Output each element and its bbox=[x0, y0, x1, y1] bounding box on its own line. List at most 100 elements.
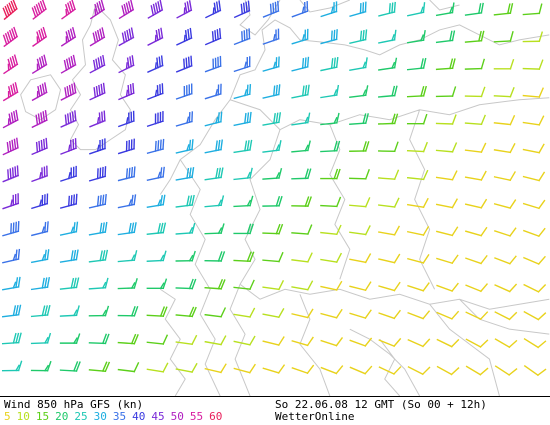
wind-barb bbox=[465, 338, 489, 348]
wind-barb bbox=[88, 361, 111, 373]
wind-barb bbox=[436, 282, 459, 292]
wind-barb bbox=[89, 0, 106, 20]
wind-barb bbox=[59, 361, 81, 372]
wind-barb bbox=[60, 54, 77, 74]
wind-barb bbox=[320, 224, 342, 236]
wind-barb bbox=[493, 227, 517, 237]
wind-barb bbox=[262, 28, 280, 45]
coastline-scandinavia bbox=[299, 0, 460, 13]
wind-barb bbox=[205, 0, 222, 19]
wind-barb bbox=[320, 84, 340, 99]
wind-barb bbox=[291, 112, 311, 126]
legend-speed: 40 bbox=[132, 410, 146, 423]
wind-barb bbox=[436, 338, 460, 348]
wind-barb bbox=[147, 55, 164, 73]
wind-barb bbox=[407, 310, 431, 320]
wind-barb bbox=[1, 304, 22, 318]
wind-barb bbox=[262, 251, 284, 263]
wind-barb bbox=[89, 110, 106, 128]
wind-barb bbox=[291, 84, 310, 99]
wind-barb bbox=[146, 250, 167, 262]
wind-barb bbox=[407, 2, 426, 17]
wind-barb bbox=[378, 309, 401, 320]
wind-barb bbox=[117, 194, 137, 209]
wind-barb bbox=[2, 137, 19, 156]
wind-barb bbox=[262, 140, 282, 153]
wind-barb bbox=[262, 364, 286, 374]
wind-barb bbox=[522, 59, 544, 71]
coastline-south bbox=[160, 288, 401, 396]
wind-barb bbox=[320, 56, 339, 72]
wind-barb bbox=[349, 337, 373, 347]
wind-barb bbox=[60, 110, 77, 128]
wind-barb bbox=[146, 138, 165, 155]
wind-barb bbox=[117, 110, 135, 128]
wind-barb bbox=[291, 308, 314, 319]
wind-barb bbox=[378, 197, 400, 208]
wind-barb bbox=[349, 197, 371, 208]
wind-barb bbox=[435, 142, 458, 153]
wind-barb bbox=[435, 58, 456, 71]
wind-barb bbox=[146, 111, 164, 128]
wind-barb bbox=[175, 194, 195, 208]
coastline-ireland bbox=[20, 74, 62, 121]
wind-barb bbox=[117, 222, 137, 236]
wind-barb bbox=[435, 2, 455, 17]
wind-barb bbox=[407, 366, 431, 376]
wind-barb bbox=[31, 0, 47, 20]
wind-barb bbox=[175, 55, 193, 73]
wind-barb bbox=[59, 277, 80, 290]
wind-barb bbox=[31, 137, 48, 156]
wind-barb bbox=[493, 171, 516, 182]
wind-barb bbox=[320, 29, 338, 45]
wind-barb bbox=[435, 30, 456, 44]
legend-speed: 30 bbox=[93, 410, 107, 423]
wind-barb bbox=[378, 29, 397, 44]
wind-barb bbox=[147, 27, 164, 46]
wind-barb bbox=[175, 306, 197, 318]
wind-barb bbox=[30, 360, 52, 372]
wind-barb bbox=[465, 283, 489, 293]
wind-barb bbox=[464, 114, 486, 126]
wind-barb bbox=[175, 167, 195, 181]
wind-barb bbox=[176, 27, 193, 46]
wind-barb bbox=[146, 194, 166, 209]
wind-barb bbox=[89, 82, 106, 101]
wind-barb bbox=[175, 222, 196, 235]
wind-barb bbox=[493, 199, 517, 210]
wind-barb bbox=[291, 280, 314, 291]
wind-barb bbox=[349, 1, 367, 18]
wind-barb bbox=[464, 226, 488, 237]
wind-barb bbox=[378, 281, 401, 292]
wind-barb bbox=[320, 1, 338, 18]
wind-barb bbox=[465, 311, 489, 321]
wind-barb bbox=[204, 335, 227, 346]
wind-barb bbox=[31, 193, 49, 210]
wind-barb bbox=[349, 281, 372, 292]
wind-barb bbox=[117, 362, 140, 373]
wind-barb bbox=[493, 30, 514, 43]
wind-barb bbox=[2, 82, 19, 102]
wind-barb bbox=[522, 115, 545, 126]
map-title: Wind 850 hPa GFS (kn) bbox=[4, 398, 144, 411]
wind-barb bbox=[1, 332, 22, 345]
wind-barb bbox=[31, 221, 49, 237]
wind-barb bbox=[2, 0, 18, 21]
wind-barb bbox=[406, 169, 429, 181]
wind-barb bbox=[89, 27, 106, 47]
wind-barb bbox=[523, 310, 547, 321]
wind-barb bbox=[378, 113, 399, 125]
wind-barb bbox=[523, 365, 547, 377]
wind-barb bbox=[2, 109, 19, 129]
wind-barb bbox=[406, 113, 428, 125]
wind-barb bbox=[262, 84, 281, 99]
wind-barb bbox=[522, 227, 546, 238]
wind-barb bbox=[60, 82, 77, 101]
wind-barb bbox=[494, 311, 518, 321]
wind-barb bbox=[3, 54, 19, 75]
wind-barb bbox=[406, 30, 426, 44]
wind-barb bbox=[204, 251, 226, 262]
wind-barb bbox=[262, 167, 283, 180]
wind-barb bbox=[233, 363, 256, 374]
wind-barb bbox=[291, 364, 315, 375]
